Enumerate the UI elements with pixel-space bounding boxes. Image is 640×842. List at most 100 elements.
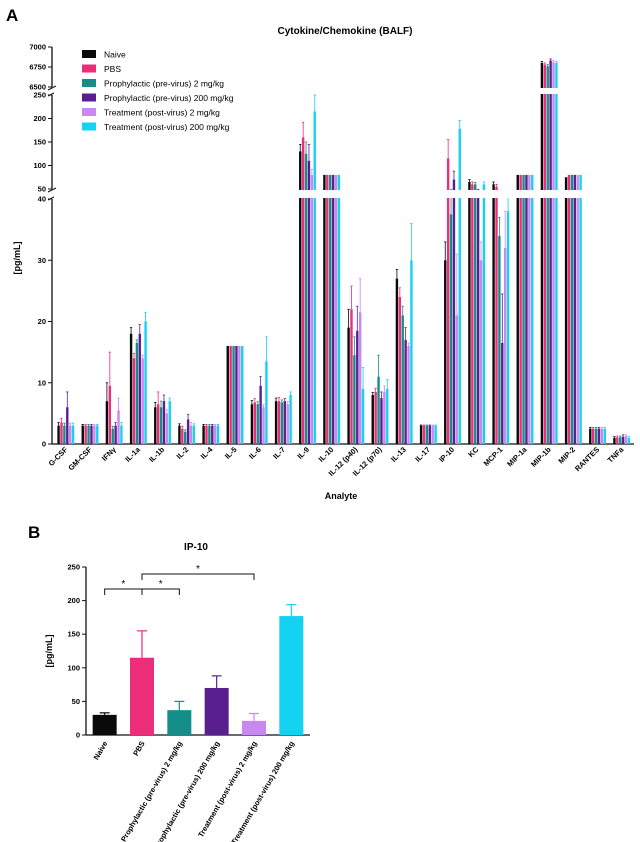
bar-il-1b-pro200 [162,401,166,444]
bar-tnfa-tr2 [624,436,628,444]
bar-il-5-pro200 [235,346,238,444]
bar-il-1a-pro200 [138,333,141,444]
bar-rantes-tr200 [603,428,606,444]
bar-ifn-pro2 [111,428,114,444]
bar-g-csf-pro2 [63,425,66,444]
bar-il-9-pbs [301,137,305,445]
bar-kc-naive [468,181,471,444]
bar-mip-1a-naive [516,174,519,444]
bar-ip-10-pro2 [449,214,453,444]
y-tick-label: 200 [67,596,80,605]
bar-il-5-pbs [229,346,232,444]
y-tick-label: 200 [33,114,46,123]
bar-rantes-pbs [591,428,595,444]
bar-il-6-naive [250,404,254,444]
bar-gm-csf-naive [81,425,84,444]
x-tick-label: IL-6 [247,445,263,461]
bar-g-csf-pro200 [66,407,69,444]
bar-il-1a-pro2 [135,342,139,444]
bar-il-12-p70-naive [371,395,374,444]
x-tick-label: IL-1a [123,444,142,463]
bar-ifn-naive [105,401,109,444]
bar-il-17-naive [419,425,423,444]
bar-il-1b-tr2 [165,413,169,444]
bar-il-10-naive [323,174,326,444]
bar-il-1b-pro2 [159,407,163,444]
bar-il-5-tr200 [241,346,244,444]
bar-il-12-p70-tr200 [386,388,389,444]
bar-il-10-pbs [326,174,329,444]
bar-ifn-tr200 [120,425,123,444]
bar-il-9-pro200 [307,160,311,445]
chart-b-title: IP-10 [184,542,208,553]
y-tick-label: 7000 [29,43,46,52]
bar-il-6-pro200 [259,385,262,444]
legend-swatch-pbs [82,64,96,73]
bar-gm-csf-pro200 [90,425,93,444]
bar-il-1a-pbs [132,358,136,444]
x-tick-label: Prophylactic (pre-virus) 200 mg/kg [152,739,221,842]
bar-il-1b-pbs [156,404,160,444]
bar-il-12-p40-naive [347,327,350,444]
bar-il-1b-naive [154,407,157,444]
bar-rantes-tr2 [600,428,604,444]
y-tick-label: 10 [38,378,46,387]
chart-a-title: Cytokine/Chemokine (BALF) [277,26,412,37]
bar-mcp-1-tr200 [506,211,510,444]
x-tick-label: G-CSF [47,445,70,468]
x-tick-label: IL-7 [271,445,287,461]
bar-mip-1a-pbs [519,174,522,444]
y-tick-label: 6750 [29,63,46,72]
panel-b-label: B [28,523,40,542]
x-tick-label: IL-2 [175,445,191,461]
bar-il-9-tr200 [313,111,316,444]
bar-il-2-tr200 [192,425,196,444]
bar-prophylactic-pre-virus-2-mg-kg [167,710,192,735]
bar-il-4-tr2 [213,425,217,444]
bar-ip-10-naive [444,260,447,444]
bar-kc-tr2 [479,260,483,444]
bar-il-1a-tr2 [141,358,144,444]
bar-mip-2-pbs [567,174,571,444]
bar-ifn-pro200 [114,425,117,444]
bar-mcp-1-tr2 [503,248,507,444]
legend-label: Treatment (post-virus) 2 mg/kg [104,108,220,118]
bar-mip-2-pro2 [570,174,574,444]
legend-label: PBS [104,64,121,74]
bar-tnfa-naive [613,437,616,444]
y-tick-label: 150 [33,138,46,147]
bar-ip-10-tr200 [458,128,461,444]
y-tick-label: 0 [76,731,80,740]
y-tick-label: 250 [67,563,80,572]
bar-kc-pbs [471,184,474,445]
panel-a-label: A [6,6,18,25]
x-tick-label: IL-13 [389,445,408,464]
chart-b-ylabel: [pg/mL] [44,635,54,668]
bar-kc-pro2 [474,184,477,445]
bar-treatment-post-virus-200-mg-kg [279,616,304,735]
axis-break-mark [47,187,57,193]
x-tick-label: MIP-1b [529,445,553,469]
bar-il-1a-tr200 [144,321,147,444]
bar-mip-1a-tr200 [531,174,534,444]
bar-il-12-p40-pro200 [356,330,359,444]
y-tick-label: 100 [33,161,46,170]
bar-g-csf-tr200 [71,425,75,444]
bar-g-csf-tr2 [68,425,72,444]
y-tick-label: 40 [38,195,46,204]
bar-il-9-naive [299,151,302,444]
bar-gm-csf-pro2 [87,425,90,444]
bar-mcp-1-naive [492,184,495,445]
y-tick-label: 0 [42,440,46,449]
y-tick-label: 20 [38,317,46,326]
bar-mip-2-tr2 [576,174,579,444]
bar-il-17-pbs [422,425,426,444]
bar-mip-1b-pro200 [549,60,552,444]
x-tick-label: IL-9 [295,445,311,461]
x-tick-label: IL-10 [317,445,336,464]
bar-il-12-p70-pbs [374,391,377,444]
x-tick-label: TNFa [606,444,626,464]
bar-il-7-pro200 [283,401,286,444]
x-tick-label: MCP-1 [482,445,505,468]
